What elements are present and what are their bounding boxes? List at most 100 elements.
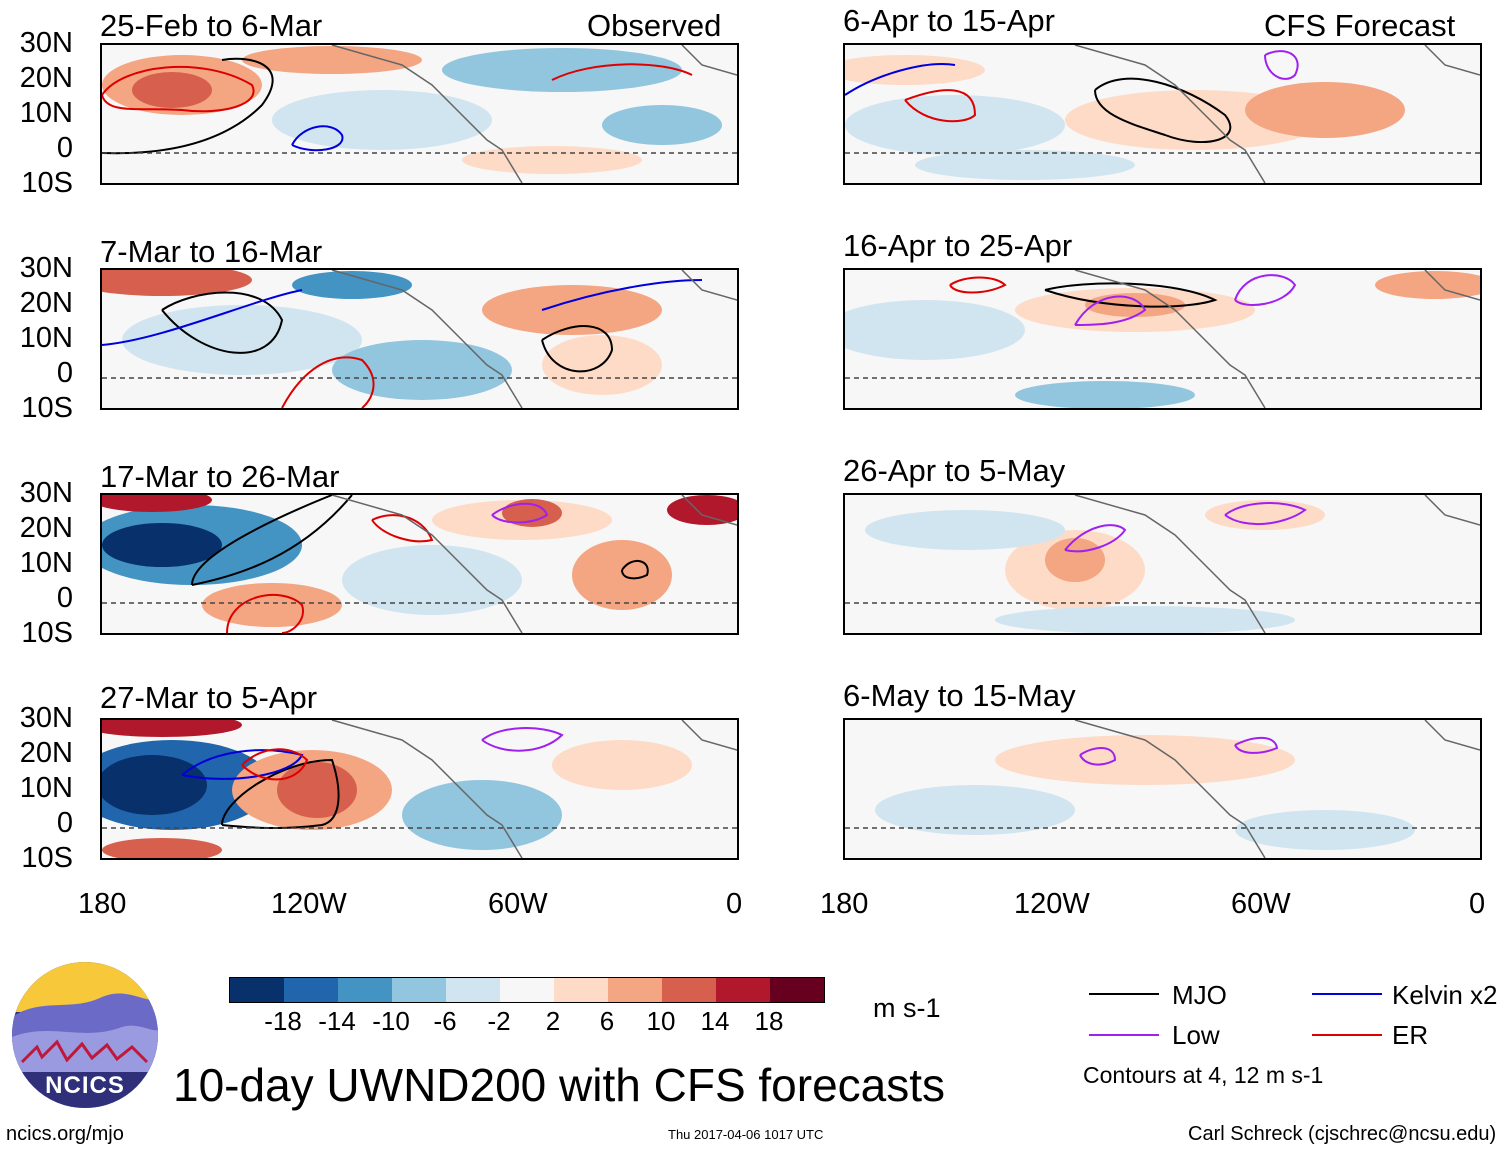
wind-anomaly-negative (122, 305, 362, 375)
wind-anomaly-positive (552, 740, 692, 790)
coastline (681, 495, 737, 526)
map-svg (102, 270, 737, 408)
colorbar-unit: m s-1 (873, 993, 941, 1023)
wind-anomaly-positive (102, 270, 252, 296)
coastline (681, 720, 737, 751)
map-svg (102, 495, 737, 633)
x-tick-label: 180 (820, 888, 869, 920)
wind-anomaly-positive (277, 762, 357, 818)
y-tick-label: 10S (21, 842, 73, 874)
er-contour (371, 514, 434, 543)
wind-anomaly-negative (402, 780, 562, 850)
panel-title: 6-Apr to 15-Apr (843, 3, 1055, 38)
legend-line-mjo (1089, 993, 1159, 995)
map-panel-observed-1 (100, 43, 739, 185)
coastline (331, 720, 523, 858)
er-contour (226, 593, 304, 633)
wind-anomaly-positive (1045, 538, 1105, 582)
wind-anomaly-negative (1015, 381, 1195, 408)
legend-line-er (1312, 1034, 1382, 1036)
colorbar-tick-label: -14 (318, 1006, 356, 1036)
er-contour (241, 748, 309, 781)
legend-label: MJO (1172, 980, 1227, 1010)
colorbar-swatch (284, 978, 338, 1002)
legend-label: Low (1172, 1020, 1220, 1050)
colorbar-swatch (662, 978, 716, 1002)
wind-anomaly-positive (102, 838, 222, 858)
observed-label: Observed (587, 8, 722, 43)
map-panel-observed-2 (100, 268, 739, 410)
wind-anomaly-negative (845, 95, 1065, 155)
y-tick-label: 0 (56, 807, 73, 839)
wind-anomaly-positive (202, 583, 342, 627)
map-svg (845, 720, 1480, 858)
site-link[interactable]: ncics.org/mjo (6, 1123, 124, 1145)
map-svg (845, 270, 1480, 408)
colorbar-swatch (716, 978, 770, 1002)
wind-anomaly-negative (102, 523, 222, 567)
colorbar-tick-label: 14 (700, 1006, 730, 1036)
y-tick-label: 20N (19, 737, 73, 769)
coastline (1074, 45, 1266, 183)
map-svg (845, 45, 1480, 183)
low-contour (1079, 747, 1117, 766)
wind-anomaly-negative (292, 271, 412, 299)
kelvin-contour (541, 279, 703, 311)
wind-anomaly-negative (995, 606, 1295, 633)
colorbar-swatch (392, 978, 446, 1002)
panel-title: 6-May to 15-May (843, 678, 1076, 713)
wind-anomaly-positive (242, 46, 422, 74)
map-svg (102, 720, 737, 858)
kelvin-contour (102, 289, 303, 346)
wind-anomaly-negative (272, 90, 492, 150)
coastline (1074, 495, 1266, 633)
coastline (331, 495, 523, 633)
map-panel-observed-4 (100, 718, 739, 860)
colorbar (229, 977, 825, 1003)
timestamp: Thu 2017-04-06 1017 UTC (668, 1127, 824, 1142)
y-tick-label: 10N (19, 97, 73, 129)
legend-line-low (1089, 1034, 1159, 1036)
map-panel-forecast-3 (843, 493, 1482, 635)
mjo-contour (1044, 282, 1218, 308)
coastline (1074, 720, 1266, 858)
mjo-contour (541, 325, 614, 373)
wind-anomaly-negative (342, 545, 522, 615)
panel-title: 7-Mar to 16-Mar (100, 234, 323, 269)
y-tick-label: 10N (19, 772, 73, 804)
low-contour (1064, 524, 1127, 553)
x-tick-label: 120W (271, 888, 347, 920)
coastline (1424, 270, 1480, 301)
x-tick-label: 120W (1014, 888, 1090, 920)
colorbar-tick-label: -18 (264, 1006, 302, 1036)
panel-title: 16-Apr to 25-Apr (843, 228, 1073, 263)
wind-anomaly-negative (442, 48, 682, 92)
coastline (1424, 495, 1480, 526)
coastline (1074, 270, 1266, 408)
mjo-contour (221, 758, 340, 830)
colorbar-swatch (554, 978, 608, 1002)
low-contour (1234, 736, 1279, 754)
y-tick-label: 10N (19, 322, 73, 354)
mjo-contour (191, 495, 353, 586)
wind-anomaly-positive (995, 735, 1295, 785)
y-tick-label: 30N (19, 27, 73, 59)
colorbar-swatch (770, 978, 824, 1002)
colorbar-swatch (446, 978, 500, 1002)
y-tick-label: 20N (19, 512, 73, 544)
er-contour (551, 63, 693, 81)
wind-anomaly-positive (482, 285, 662, 335)
map-panel-forecast-4 (843, 718, 1482, 860)
kelvin-contour (291, 125, 344, 152)
logo-temperature-line (20, 1039, 149, 1064)
low-contour (1264, 50, 1299, 80)
low-contour (1224, 502, 1307, 526)
wind-anomaly-negative (875, 785, 1075, 835)
y-tick-label: 0 (56, 357, 73, 389)
wind-anomaly-positive (667, 495, 737, 525)
map-panel-observed-3 (100, 493, 739, 635)
colorbar-tick-label: 10 (646, 1006, 676, 1036)
coastline (1424, 45, 1480, 76)
y-tick-label: 30N (19, 252, 73, 284)
colorbar-tick-label: -6 (433, 1006, 457, 1036)
